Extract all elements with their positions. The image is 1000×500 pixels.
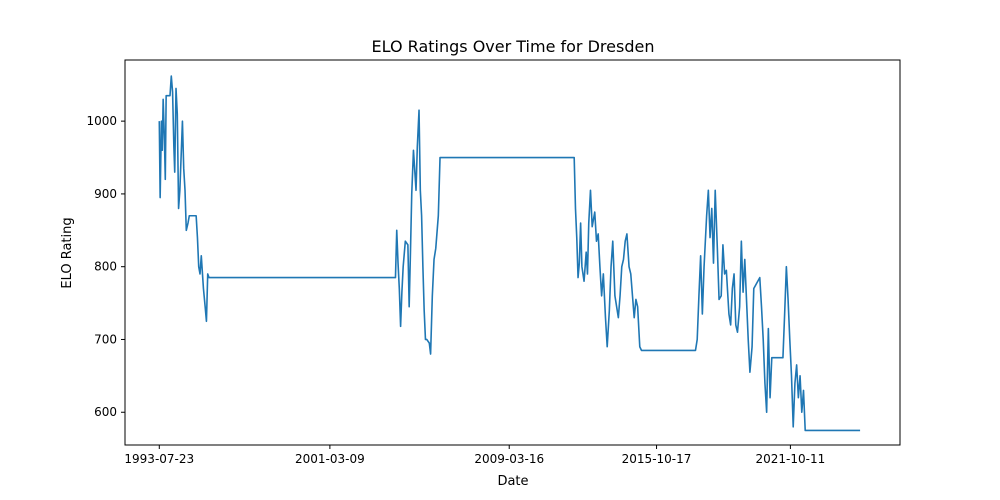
- x-tick-label-3: 2015-10-17: [622, 452, 692, 466]
- y-tick-label-3: 900: [94, 187, 117, 201]
- y-tick-label-1: 700: [94, 332, 117, 346]
- plot-area: 1993-07-23 2001-03-09 2009-03-16 2015-10-17…: [86, 59, 901, 466]
- x-tick-label-4: 2021-10-11: [756, 452, 826, 466]
- y-tick-label-4: 1000: [86, 114, 117, 128]
- series-line: [158, 75, 861, 432]
- x-axis-label: Date: [497, 474, 528, 489]
- x-tick-label-0: 1993-07-23: [124, 452, 194, 466]
- y-tick-label-2: 800: [94, 260, 117, 274]
- y-axis-label: ELO Rating: [60, 217, 75, 288]
- y-tick-label-0: 600: [94, 405, 117, 419]
- x-tick-label-2: 2009-03-16: [474, 452, 544, 466]
- x-tick-label-1: 2001-03-09: [295, 452, 365, 466]
- chart-title: ELO Ratings Over Time for Dresden: [372, 37, 655, 56]
- plot-frame: [124, 59, 901, 446]
